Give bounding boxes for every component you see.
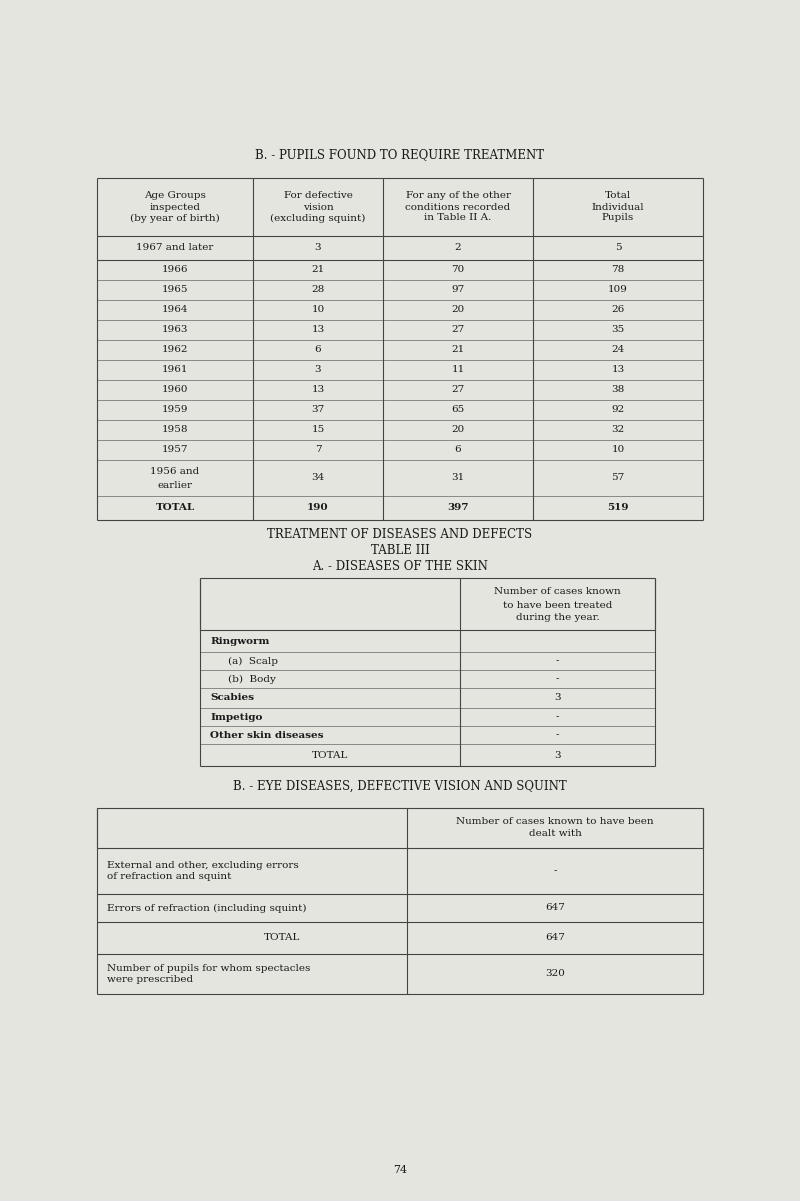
- Text: 32: 32: [611, 425, 625, 435]
- Text: 15: 15: [311, 425, 325, 435]
- Text: 1962: 1962: [162, 346, 188, 354]
- Text: conditions recorded: conditions recorded: [406, 203, 510, 211]
- Text: 21: 21: [451, 346, 465, 354]
- Text: 190: 190: [307, 503, 329, 513]
- Text: (a)  Scalp: (a) Scalp: [228, 657, 278, 665]
- Text: Ringworm: Ringworm: [210, 637, 270, 645]
- Text: in Table II A.: in Table II A.: [424, 214, 492, 222]
- Text: Number of pupils for whom spectacles: Number of pupils for whom spectacles: [107, 964, 310, 973]
- Text: 3: 3: [314, 244, 322, 252]
- Text: vision: vision: [302, 203, 334, 211]
- Text: 92: 92: [611, 406, 625, 414]
- Text: 13: 13: [311, 386, 325, 394]
- Text: TOTAL: TOTAL: [155, 503, 194, 513]
- Text: were prescribed: were prescribed: [107, 975, 193, 984]
- Text: 397: 397: [447, 503, 469, 513]
- Text: 74: 74: [393, 1165, 407, 1175]
- Text: -: -: [556, 657, 559, 665]
- Text: 27: 27: [451, 325, 465, 335]
- Text: 647: 647: [545, 933, 565, 943]
- Text: 2: 2: [454, 244, 462, 252]
- Text: (by year of birth): (by year of birth): [130, 214, 220, 222]
- Text: 1963: 1963: [162, 325, 188, 335]
- Text: 320: 320: [545, 969, 565, 979]
- Text: 20: 20: [451, 305, 465, 315]
- Text: Individual: Individual: [592, 203, 644, 211]
- Text: (excluding squint): (excluding squint): [270, 214, 366, 222]
- Text: 647: 647: [545, 903, 565, 913]
- Text: 27: 27: [451, 386, 465, 394]
- Text: 31: 31: [451, 473, 465, 483]
- Text: 70: 70: [451, 265, 465, 275]
- Text: 57: 57: [611, 473, 625, 483]
- Text: 35: 35: [611, 325, 625, 335]
- Text: TOTAL: TOTAL: [264, 933, 300, 943]
- Text: 1967 and later: 1967 and later: [136, 244, 214, 252]
- Text: 3: 3: [554, 693, 561, 703]
- Text: 1965: 1965: [162, 286, 188, 294]
- Text: 1958: 1958: [162, 425, 188, 435]
- Text: of refraction and squint: of refraction and squint: [107, 872, 231, 882]
- Text: Errors of refraction (including squint): Errors of refraction (including squint): [107, 903, 306, 913]
- Text: 5: 5: [614, 244, 622, 252]
- Text: TREATMENT OF DISEASES AND DEFECTS: TREATMENT OF DISEASES AND DEFECTS: [267, 527, 533, 540]
- Text: 97: 97: [451, 286, 465, 294]
- Text: Age Groups: Age Groups: [144, 191, 206, 201]
- Text: 6: 6: [314, 346, 322, 354]
- Text: 3: 3: [314, 365, 322, 375]
- Text: Number of cases known to have been: Number of cases known to have been: [456, 817, 654, 825]
- Text: 1961: 1961: [162, 365, 188, 375]
- Text: 28: 28: [311, 286, 325, 294]
- Text: Total: Total: [605, 191, 631, 201]
- Text: TOTAL: TOTAL: [312, 751, 348, 759]
- Text: 24: 24: [611, 346, 625, 354]
- Text: 3: 3: [554, 751, 561, 759]
- Text: Scabies: Scabies: [210, 693, 254, 703]
- Text: 1966: 1966: [162, 265, 188, 275]
- Text: 65: 65: [451, 406, 465, 414]
- Text: 1959: 1959: [162, 406, 188, 414]
- Text: 519: 519: [607, 503, 629, 513]
- Text: (b)  Body: (b) Body: [228, 675, 276, 683]
- Text: 6: 6: [454, 446, 462, 454]
- Text: External and other, excluding errors: External and other, excluding errors: [107, 861, 298, 870]
- Text: 1956 and: 1956 and: [150, 467, 200, 477]
- Text: -: -: [556, 712, 559, 722]
- Text: A. - DISEASES OF THE SKIN: A. - DISEASES OF THE SKIN: [312, 560, 488, 573]
- Text: 21: 21: [311, 265, 325, 275]
- Text: For any of the other: For any of the other: [406, 191, 510, 201]
- Text: dealt with: dealt with: [529, 830, 582, 838]
- Text: For defective: For defective: [283, 191, 353, 201]
- Text: TABLE III: TABLE III: [370, 544, 430, 556]
- Text: 26: 26: [611, 305, 625, 315]
- Text: 13: 13: [311, 325, 325, 335]
- Text: 1957: 1957: [162, 446, 188, 454]
- Text: during the year.: during the year.: [516, 614, 599, 622]
- Text: B. - EYE DISEASES, DEFECTIVE VISION AND SQUINT: B. - EYE DISEASES, DEFECTIVE VISION AND …: [233, 779, 567, 793]
- Text: 38: 38: [611, 386, 625, 394]
- Text: 10: 10: [311, 305, 325, 315]
- Text: 78: 78: [611, 265, 625, 275]
- Text: 1964: 1964: [162, 305, 188, 315]
- Text: 11: 11: [451, 365, 465, 375]
- Text: 20: 20: [451, 425, 465, 435]
- Text: 13: 13: [611, 365, 625, 375]
- Text: 7: 7: [314, 446, 322, 454]
- Text: inspected: inspected: [150, 203, 201, 211]
- Text: Pupils: Pupils: [602, 214, 634, 222]
- Text: to have been treated: to have been treated: [503, 600, 612, 609]
- Text: B. - PUPILS FOUND TO REQUIRE TREATMENT: B. - PUPILS FOUND TO REQUIRE TREATMENT: [255, 149, 545, 161]
- Text: -: -: [554, 866, 557, 876]
- Text: -: -: [556, 730, 559, 740]
- Text: 34: 34: [311, 473, 325, 483]
- Text: Number of cases known: Number of cases known: [494, 587, 621, 597]
- Text: Impetigo: Impetigo: [210, 712, 262, 722]
- Text: earlier: earlier: [158, 482, 193, 490]
- Text: 10: 10: [611, 446, 625, 454]
- Text: -: -: [556, 675, 559, 683]
- Text: Other skin diseases: Other skin diseases: [210, 730, 323, 740]
- Text: 37: 37: [311, 406, 325, 414]
- Text: 1960: 1960: [162, 386, 188, 394]
- Text: 109: 109: [608, 286, 628, 294]
